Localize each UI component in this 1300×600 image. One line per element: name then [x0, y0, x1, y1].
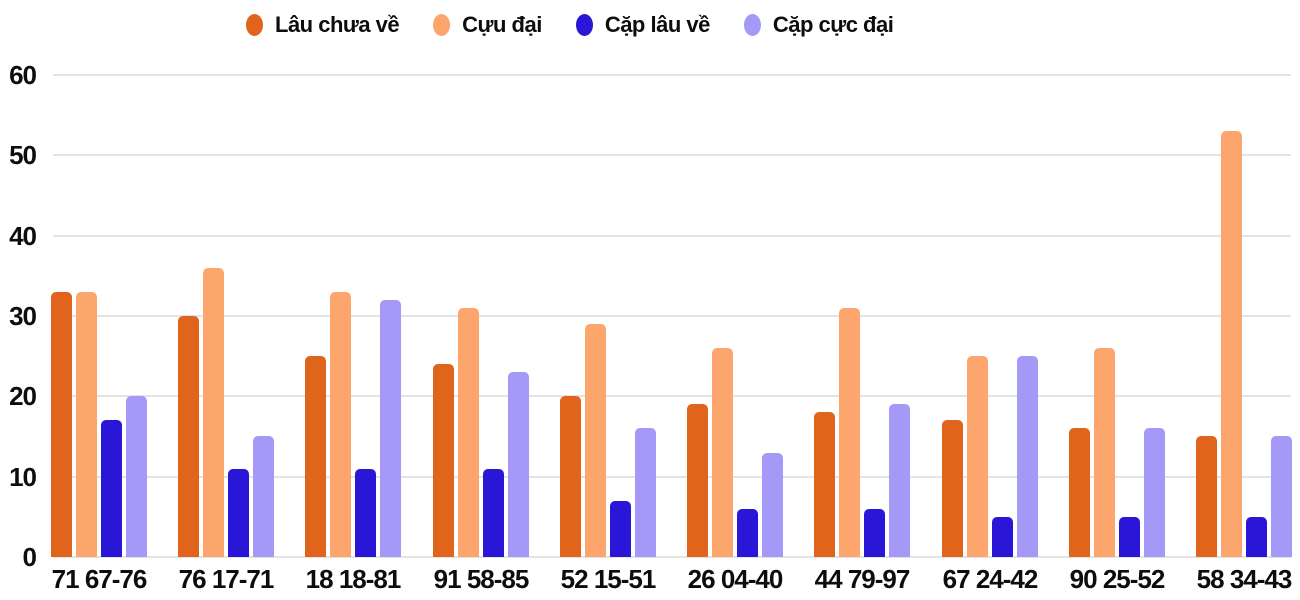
- legend-label: Cựu đại: [462, 12, 542, 37]
- x-axis-category-label: 76 17-71: [178, 564, 275, 594]
- bar-cuu-ai-91-58-85[interactable]: [458, 308, 479, 557]
- bar-lau-chua-ve-76-17-71[interactable]: [178, 316, 199, 557]
- y-axis-tick-label: 50: [9, 140, 37, 171]
- bar-cap-cuc-ai-52-15-51[interactable]: [635, 428, 656, 557]
- gridline: [53, 74, 1291, 76]
- bar-cap-lau-ve-90-25-52[interactable]: [1119, 517, 1140, 557]
- bar-cap-lau-ve-67-24-42[interactable]: [992, 517, 1013, 557]
- bar-cap-cuc-ai-58-34-43[interactable]: [1271, 436, 1292, 557]
- bar-cap-cuc-ai-76-17-71[interactable]: [253, 436, 274, 557]
- x-axis-category-label: 67 24-42: [942, 564, 1039, 594]
- bar-lau-chua-ve-91-58-85[interactable]: [433, 364, 454, 557]
- y-axis-tick-label: 20: [9, 381, 37, 412]
- bar-cap-lau-ve-18-18-81[interactable]: [355, 469, 376, 557]
- bar-cap-lau-ve-71-67-76[interactable]: [101, 420, 122, 557]
- legend-item-cuu-ai: Cựu đại: [433, 12, 542, 38]
- gridline: [53, 475, 1291, 478]
- bar-cap-lau-ve-58-34-43[interactable]: [1246, 517, 1267, 557]
- gridline: [53, 315, 1291, 317]
- gridline: [53, 556, 1291, 558]
- bar-cap-lau-ve-76-17-71[interactable]: [228, 469, 249, 557]
- bar-cuu-ai-44-79-97[interactable]: [839, 308, 860, 557]
- y-axis-tick-label: 40: [9, 220, 37, 251]
- y-axis-tick-label: 60: [9, 60, 37, 90]
- x-axis-category-label: 58 34-43: [1196, 564, 1293, 594]
- legend-label: Cặp cực đại: [772, 12, 894, 37]
- gridline: [53, 395, 1291, 398]
- bar-cap-cuc-ai-71-67-76[interactable]: [126, 396, 147, 557]
- bar-cap-cuc-ai-44-79-97[interactable]: [889, 404, 910, 557]
- bar-lau-chua-ve-44-79-97[interactable]: [814, 412, 835, 557]
- x-axis-category-label: 71 67-76: [51, 564, 148, 594]
- bar-lau-chua-ve-90-25-52[interactable]: [1069, 428, 1090, 557]
- x-axis-category-label: 91 58-85: [433, 564, 530, 594]
- bar-cap-cuc-ai-67-24-42[interactable]: [1017, 356, 1038, 557]
- bar-cuu-ai-58-34-43[interactable]: [1221, 131, 1242, 557]
- bar-cap-cuc-ai-26-04-40[interactable]: [762, 453, 783, 557]
- legend-label: Lâu chưa về: [275, 12, 400, 37]
- legend-item-lau-chua-ve: Lâu chưa về: [246, 12, 400, 38]
- y-axis-tick-label: 0: [22, 542, 37, 572]
- legend-item-cap-lau-ve: Cặp lâu về: [575, 12, 711, 38]
- bar-cap-lau-ve-44-79-97[interactable]: [864, 509, 885, 557]
- legend-label: Cặp lâu về: [604, 12, 711, 37]
- gridline: [53, 234, 1291, 237]
- gridline: [53, 154, 1291, 157]
- x-axis-category-label: 90 25-52: [1069, 564, 1166, 594]
- bar-lau-chua-ve-58-34-43[interactable]: [1196, 436, 1217, 557]
- bar-lau-chua-ve-18-18-81[interactable]: [305, 356, 326, 557]
- bar-cuu-ai-26-04-40[interactable]: [712, 348, 733, 557]
- legend-marker-icon: [433, 14, 451, 36]
- bar-cap-lau-ve-52-15-51[interactable]: [610, 501, 631, 557]
- bar-lau-chua-ve-52-15-51[interactable]: [560, 396, 581, 557]
- x-axis-category-label: 52 15-51: [560, 564, 657, 594]
- bar-cuu-ai-90-25-52[interactable]: [1094, 348, 1115, 557]
- bar-cuu-ai-67-24-42[interactable]: [967, 356, 988, 557]
- bar-cap-cuc-ai-90-25-52[interactable]: [1144, 428, 1165, 557]
- legend-marker-icon: [743, 14, 761, 36]
- y-axis-tick-label: 10: [9, 461, 37, 492]
- legend-marker-icon: [575, 14, 593, 36]
- bar-cap-lau-ve-91-58-85[interactable]: [483, 469, 504, 557]
- bar-lau-chua-ve-67-24-42[interactable]: [942, 420, 963, 557]
- x-axis-category-label: 18 18-81: [305, 564, 402, 594]
- legend-marker-icon: [246, 14, 263, 36]
- bar-lau-chua-ve-26-04-40[interactable]: [687, 404, 708, 557]
- chart-legend: Lâu chưa về Cựu đại Cặp lâu về Cặp cực đại: [246, 10, 894, 40]
- bar-cap-lau-ve-26-04-40[interactable]: [737, 509, 758, 557]
- bar-lau-chua-ve-71-67-76[interactable]: [51, 292, 72, 557]
- bar-cuu-ai-18-18-81[interactable]: [330, 292, 351, 557]
- bar-cuu-ai-52-15-51[interactable]: [585, 324, 606, 557]
- bar-cap-cuc-ai-91-58-85[interactable]: [508, 372, 529, 557]
- x-axis-category-label: 26 04-40: [687, 564, 784, 594]
- bar-cuu-ai-71-67-76[interactable]: [76, 292, 97, 557]
- x-axis-category-label: 44 79-97: [814, 564, 911, 594]
- y-axis-tick-label: 30: [9, 301, 37, 331]
- bar-cuu-ai-76-17-71[interactable]: [203, 268, 224, 557]
- bar-cap-cuc-ai-18-18-81[interactable]: [380, 300, 401, 557]
- legend-item-cap-cuc-ai: Cặp cực đại: [743, 12, 894, 38]
